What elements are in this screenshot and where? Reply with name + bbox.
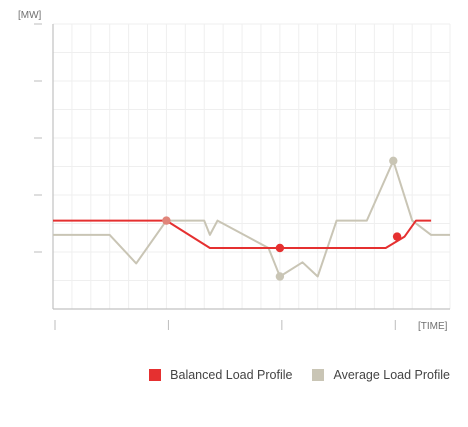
legend-swatch-balanced bbox=[149, 369, 162, 381]
balanced-load-line bbox=[53, 219, 432, 249]
axis-layer bbox=[34, 23, 450, 330]
average-load-point bbox=[389, 156, 398, 165]
legend-item-balanced: Balanced Load Profile bbox=[149, 368, 292, 382]
legend-item-average: Average Load Profile bbox=[312, 368, 450, 382]
legend-label-balanced: Balanced Load Profile bbox=[170, 368, 293, 382]
average-load-line bbox=[53, 159, 450, 278]
series-layer bbox=[53, 156, 450, 281]
balanced-load-point bbox=[275, 243, 285, 253]
average-load-point bbox=[162, 216, 171, 225]
x-axis-label: [TIME] bbox=[418, 321, 448, 332]
legend-swatch-average bbox=[312, 369, 325, 381]
legend-label-average: Average Load Profile bbox=[333, 368, 450, 382]
grid-layer bbox=[53, 23, 451, 309]
y-axis-label: [MW] bbox=[18, 10, 42, 21]
chart-legend: Balanced Load Profile Average Load Profi… bbox=[129, 368, 450, 382]
load-profile-chart: [MW] [TIME] bbox=[18, 10, 451, 332]
average-load-point bbox=[275, 272, 285, 281]
balanced-load-point bbox=[392, 232, 402, 241]
